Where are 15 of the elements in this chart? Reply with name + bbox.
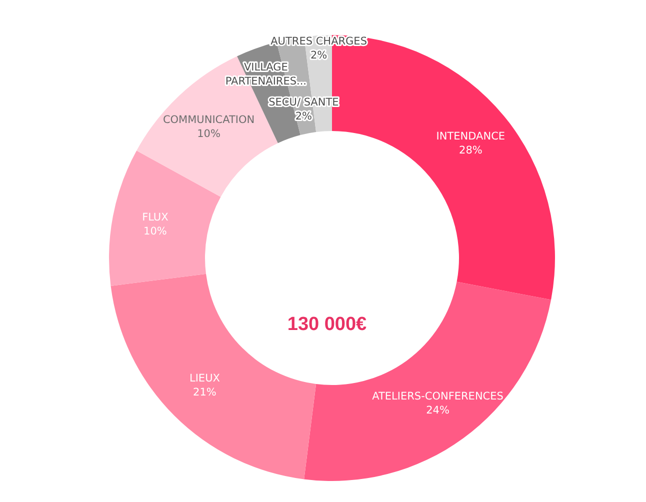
slice-label: INTENDANCE xyxy=(436,130,506,142)
slice-label: COMMUNICATION xyxy=(162,114,255,126)
data-label: 10% xyxy=(197,128,220,140)
data-label: 24% xyxy=(426,404,450,417)
data-label: 28% xyxy=(459,144,482,156)
data-label: 2% xyxy=(295,110,312,123)
data-label: 2% xyxy=(310,49,328,62)
data-label: 21% xyxy=(193,386,216,398)
data-label: 10% xyxy=(144,225,167,238)
slice-label: FLUX xyxy=(142,211,168,224)
text: 130 000€ xyxy=(286,314,368,336)
donut-slice xyxy=(109,150,221,286)
donut-slice xyxy=(110,274,316,480)
slice-label: ATELIERS-CONFERENCES xyxy=(372,390,504,403)
slice-label: LIEUX xyxy=(189,372,220,384)
